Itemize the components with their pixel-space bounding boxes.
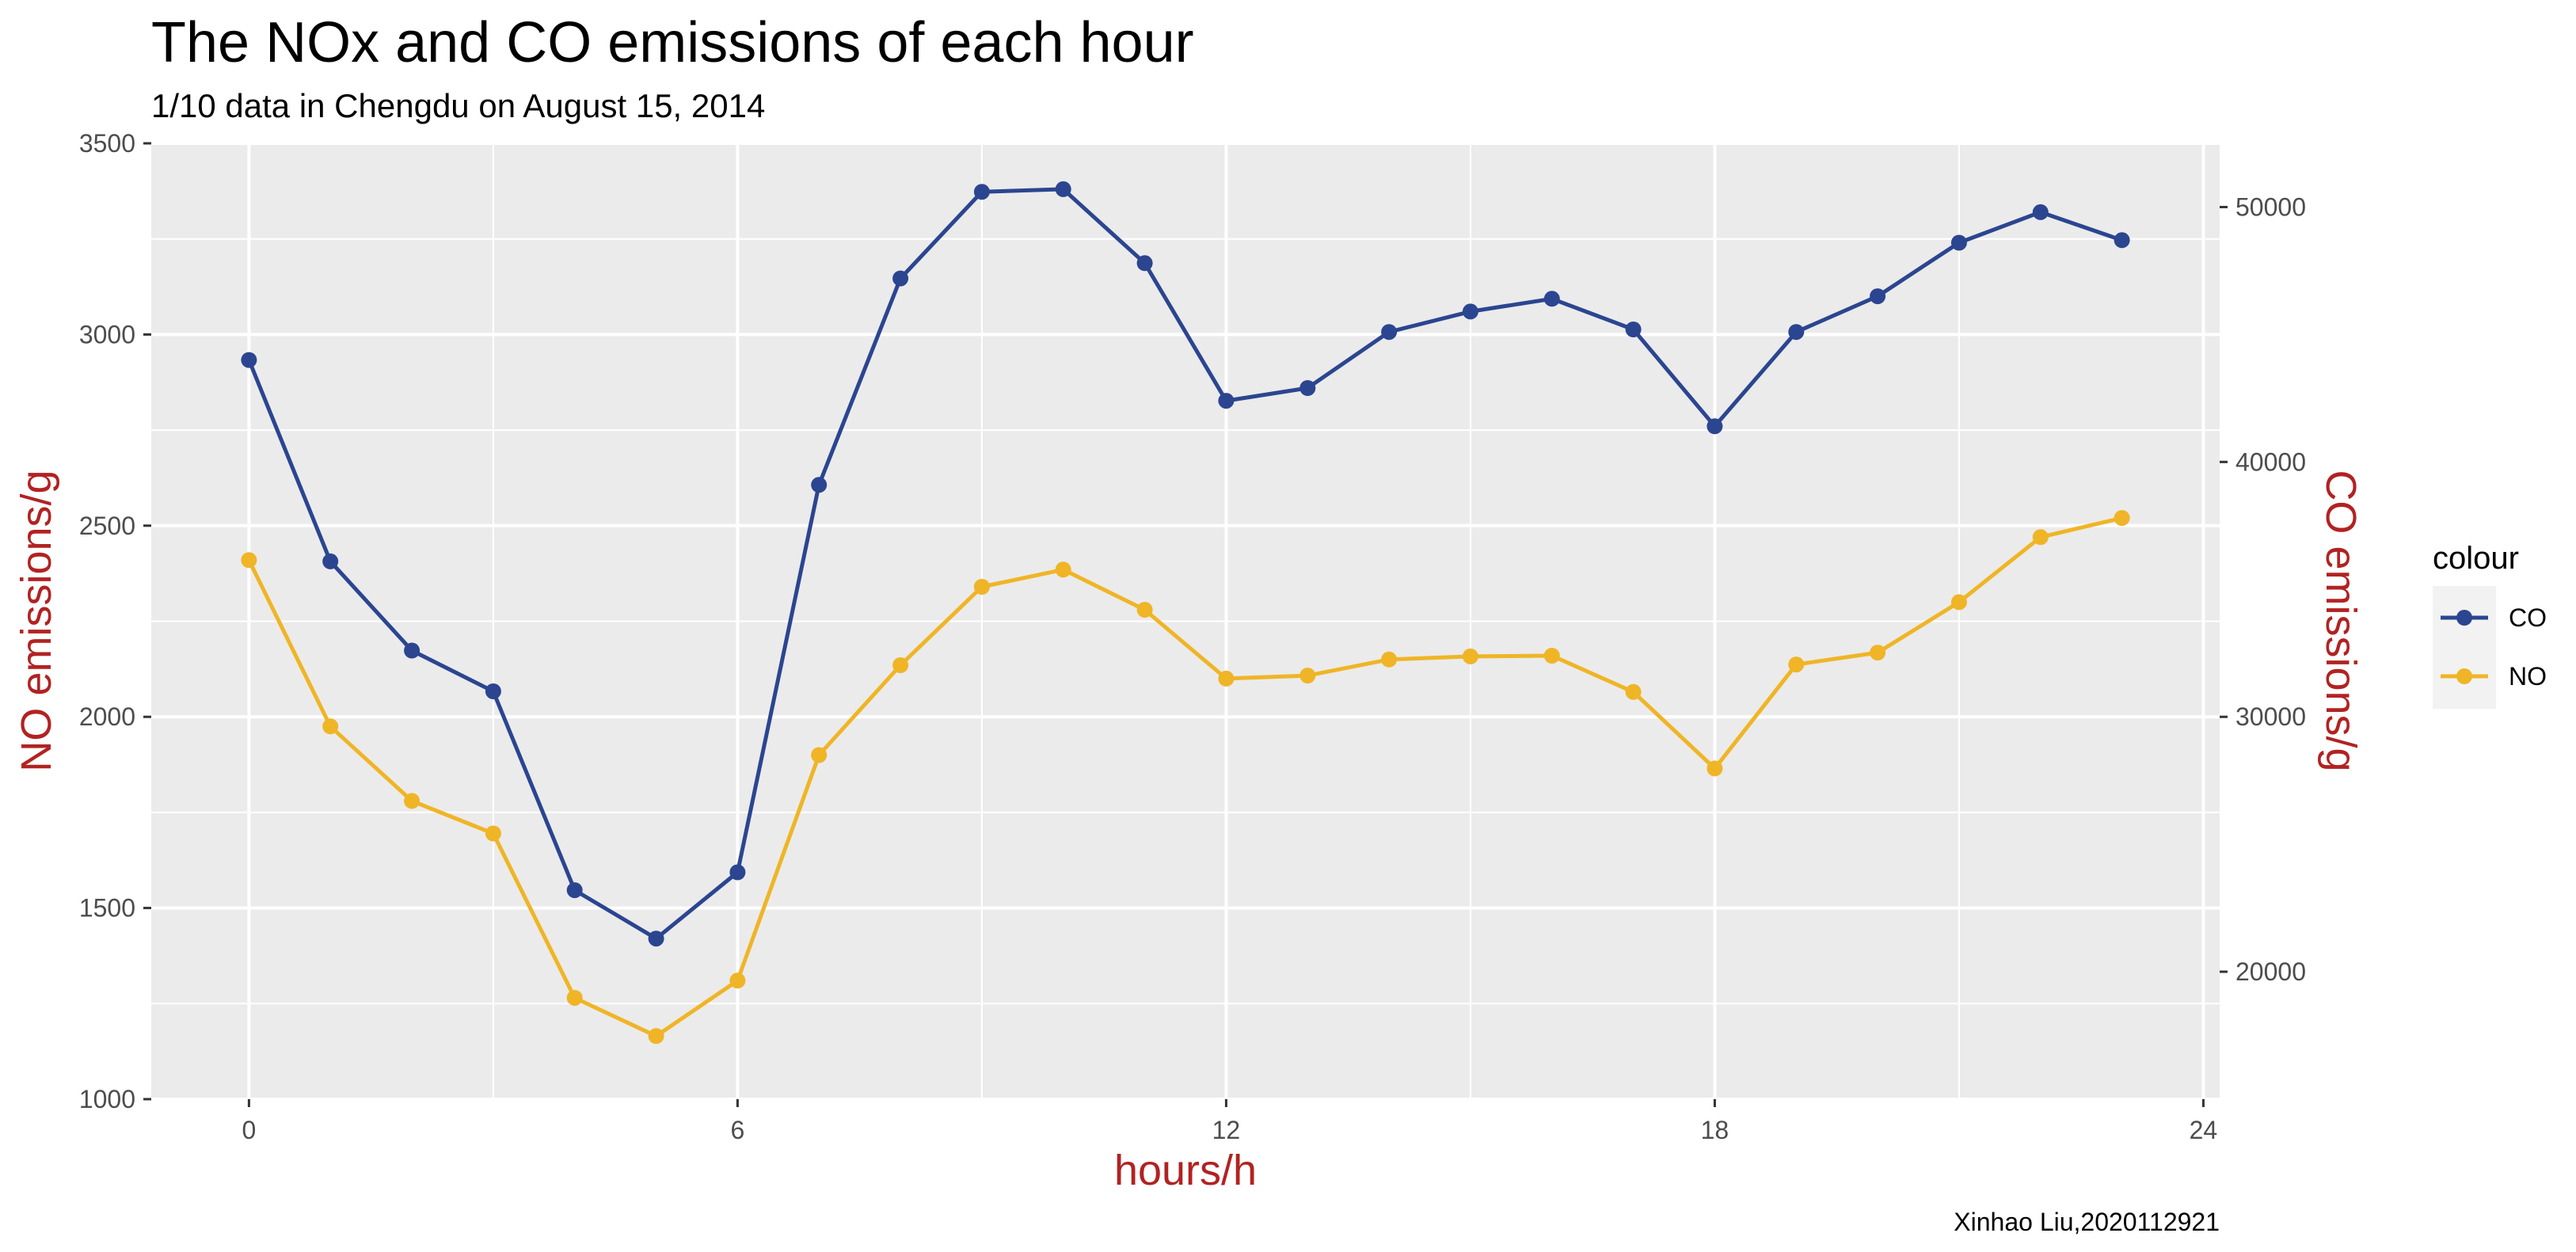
legend-label-co: CO (2509, 603, 2547, 632)
data-point-no (241, 552, 257, 568)
x-tick-label: 0 (242, 1116, 257, 1144)
data-point-no (974, 579, 990, 595)
data-point-co (892, 271, 908, 287)
data-point-co (1463, 303, 1478, 319)
data-point-co (1056, 181, 1071, 197)
data-point-co (2033, 204, 2049, 220)
data-point-co (1707, 418, 1722, 434)
data-point-co (1381, 324, 1397, 340)
y-tick-label: 3000 (79, 320, 135, 348)
legend: colour CO NO (2433, 541, 2547, 709)
data-point-no (2114, 510, 2130, 526)
right-axis: 20000 30000 40000 50000 (2220, 192, 2306, 986)
data-point-no (1870, 645, 1885, 660)
data-point-co (485, 683, 501, 699)
data-point-no (2033, 529, 2049, 545)
data-point-no (649, 1028, 664, 1044)
y2-axis-title: CO emissions/g (2317, 470, 2365, 771)
data-point-co (1788, 324, 1804, 340)
data-point-co (729, 865, 745, 881)
data-point-co (1870, 288, 1885, 304)
chart-caption: Xinhao Liu,2020112921 (1954, 1208, 2220, 1236)
y2-tick-label: 50000 (2235, 192, 2306, 221)
data-point-co (1137, 255, 1153, 271)
x-tick-label: 6 (731, 1116, 745, 1144)
y-tick-label: 2000 (79, 702, 135, 731)
x-axis-title: hours/h (1114, 1147, 1257, 1194)
data-point-no (892, 657, 908, 673)
y-axis-title: NO emissions/g (13, 470, 60, 771)
legend-items: CO NO (2433, 586, 2547, 709)
data-point-co (241, 352, 257, 368)
data-point-no (1788, 656, 1804, 672)
data-point-no (1626, 684, 1642, 700)
x-tick-label: 18 (1701, 1116, 1729, 1144)
data-point-co (1544, 291, 1560, 306)
data-point-no (1707, 760, 1722, 776)
data-point-co (567, 882, 583, 898)
data-point-no (1381, 652, 1397, 668)
legend-point-co (2456, 610, 2472, 626)
data-point-no (1218, 671, 1234, 687)
data-point-no (1299, 668, 1315, 683)
y2-tick-label: 30000 (2235, 702, 2306, 731)
y-tick-label: 1500 (79, 894, 135, 923)
data-point-co (649, 930, 664, 946)
data-point-co (1951, 235, 1967, 251)
y-tick-label: 3500 (79, 129, 135, 158)
data-point-co (322, 554, 338, 569)
data-point-no (729, 972, 745, 988)
data-point-co (2114, 232, 2130, 248)
data-point-co (1626, 322, 1642, 337)
data-point-no (1137, 602, 1153, 618)
data-point-no (1056, 561, 1071, 577)
data-point-co (811, 477, 827, 493)
data-point-no (1951, 594, 1967, 610)
legend-title: colour (2433, 541, 2519, 576)
data-point-no (567, 990, 583, 1006)
legend-key-background (2433, 586, 2496, 709)
x-tick-label: 12 (1212, 1116, 1241, 1144)
data-point-no (485, 826, 501, 842)
left-axis: 1000 1500 2000 2500 3000 3500 (79, 129, 151, 1113)
y-tick-label: 2500 (79, 512, 135, 540)
data-point-no (811, 748, 827, 763)
chart-title: The NOx and CO emissions of each hour (151, 11, 1194, 74)
bottom-axis: 0 6 12 18 24 (242, 1099, 2218, 1144)
data-point-co (974, 184, 990, 200)
data-point-no (1463, 649, 1478, 664)
chart-subtitle: 1/10 data in Chengdu on August 15, 2014 (151, 87, 765, 124)
data-point-no (404, 793, 420, 809)
data-point-co (1299, 380, 1315, 396)
data-point-co (1218, 393, 1234, 409)
legend-point-no (2456, 668, 2472, 684)
y2-tick-label: 20000 (2235, 957, 2306, 986)
data-point-co (404, 643, 420, 659)
data-point-no (1544, 648, 1560, 664)
data-point-no (322, 718, 338, 734)
x-tick-label: 24 (2190, 1116, 2218, 1144)
y2-tick-label: 40000 (2235, 447, 2306, 476)
y-tick-label: 1000 (79, 1085, 135, 1113)
legend-label-no: NO (2509, 662, 2547, 691)
